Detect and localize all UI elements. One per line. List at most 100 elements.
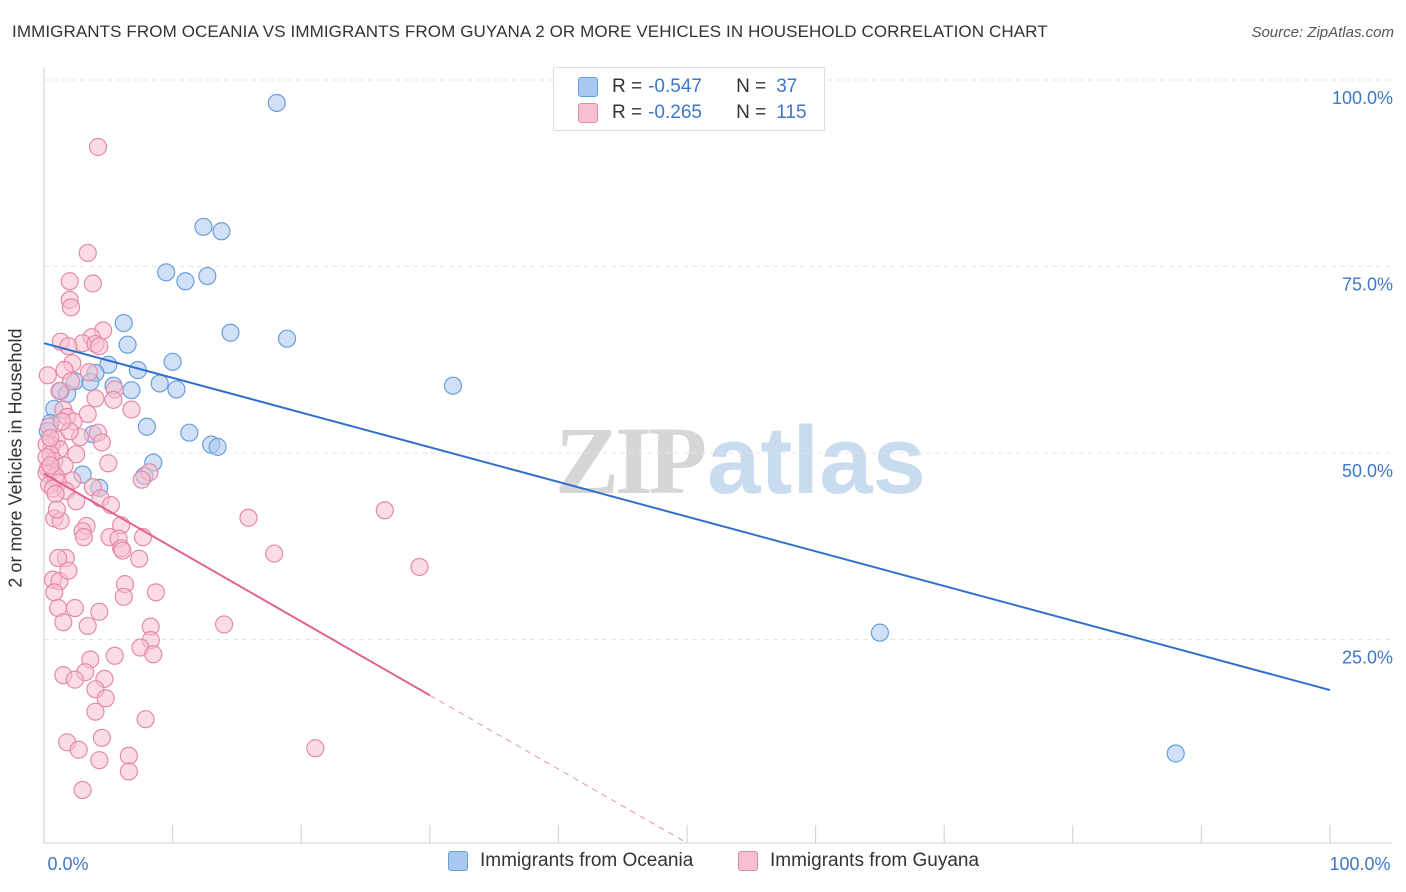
point-oceania bbox=[208, 437, 227, 456]
stats-r-label: R = bbox=[612, 76, 643, 97]
stats-r-label: R = bbox=[612, 102, 643, 123]
point-guyana bbox=[88, 137, 108, 157]
point-oceania bbox=[267, 93, 286, 113]
trendline-guyana-extension bbox=[429, 694, 688, 844]
y-tick-label: 100.0% bbox=[1332, 88, 1393, 108]
point-guyana bbox=[61, 372, 81, 391]
point-guyana bbox=[92, 433, 111, 452]
point-oceania bbox=[118, 335, 137, 354]
stats-n-label: N = bbox=[736, 76, 767, 97]
stats-n-label: N = bbox=[736, 102, 767, 123]
point-guyana bbox=[105, 646, 124, 665]
point-guyana bbox=[375, 501, 394, 520]
source-credit: Source: ZipAtlas.com bbox=[1251, 24, 1394, 41]
stats-swatch-oceania bbox=[578, 77, 598, 97]
point-guyana bbox=[113, 541, 132, 560]
legend-label-oceania: Immigrants from Oceania bbox=[480, 850, 694, 871]
point-guyana bbox=[47, 500, 66, 519]
point-oceania bbox=[212, 222, 231, 241]
point-guyana bbox=[306, 739, 325, 758]
point-guyana bbox=[214, 615, 234, 634]
point-guyana bbox=[65, 598, 84, 618]
point-oceania bbox=[137, 417, 156, 436]
y-tick-label: 25.0% bbox=[1342, 648, 1393, 668]
trendline-oceania bbox=[43, 342, 1331, 692]
point-guyana bbox=[78, 404, 97, 424]
legend-swatch-oceania bbox=[448, 851, 468, 871]
point-guyana bbox=[265, 544, 284, 563]
chart-title: IMMIGRANTS FROM OCEANIA VS IMMIGRANTS FR… bbox=[12, 22, 1048, 41]
y-axis-label: 2 or more Vehicles in Household bbox=[5, 328, 26, 588]
point-guyana bbox=[144, 645, 163, 664]
point-guyana bbox=[146, 583, 165, 602]
point-oceania bbox=[870, 623, 890, 642]
point-guyana bbox=[136, 710, 155, 729]
stats-swatch-guyana bbox=[578, 103, 598, 123]
point-guyana bbox=[90, 337, 109, 356]
stats-legend: R = -0.547 N = 37 R = -0.265 N = 115 bbox=[553, 67, 825, 131]
point-guyana bbox=[119, 762, 138, 781]
legend-label-guyana: Immigrants from Guyana bbox=[770, 850, 980, 871]
point-guyana bbox=[86, 702, 105, 721]
y-tick-label: 50.0% bbox=[1342, 461, 1393, 481]
stats-n-value: 37 bbox=[776, 76, 798, 97]
point-guyana bbox=[130, 549, 149, 568]
point-oceania bbox=[443, 376, 463, 395]
point-guyana bbox=[86, 389, 105, 408]
point-oceania bbox=[150, 374, 169, 393]
x-tick-label: 0.0% bbox=[47, 854, 88, 874]
point-oceania bbox=[176, 272, 195, 291]
point-guyana bbox=[90, 602, 109, 621]
point-guyana bbox=[73, 780, 92, 800]
point-guyana bbox=[114, 587, 133, 606]
point-oceania bbox=[163, 352, 182, 371]
point-guyana bbox=[83, 274, 102, 293]
legend-swatch-guyana bbox=[738, 851, 758, 871]
point-guyana bbox=[65, 670, 84, 689]
legend-item-oceania[interactable]: Immigrants from Oceania bbox=[448, 850, 693, 872]
point-guyana bbox=[79, 363, 99, 382]
point-guyana bbox=[239, 508, 258, 527]
point-oceania bbox=[167, 380, 186, 399]
point-oceania bbox=[157, 263, 176, 282]
legend-item-guyana[interactable]: Immigrants from Guyana bbox=[738, 850, 979, 872]
point-oceania bbox=[194, 217, 213, 236]
point-guyana bbox=[60, 272, 79, 291]
point-guyana bbox=[78, 616, 97, 636]
stats-row-oceania: R = -0.547 N = 37 bbox=[578, 76, 797, 98]
point-oceania bbox=[180, 423, 199, 442]
point-guyana bbox=[132, 470, 151, 489]
point-guyana bbox=[74, 528, 93, 547]
bottom-legend: Immigrants from Oceania Immigrants from … bbox=[0, 850, 1406, 880]
point-guyana bbox=[92, 728, 111, 747]
point-guyana bbox=[46, 484, 65, 503]
point-oceania bbox=[1166, 744, 1185, 763]
point-guyana bbox=[90, 751, 109, 770]
stats-row-guyana: R = -0.265 N = 115 bbox=[578, 102, 807, 124]
point-guyana bbox=[61, 298, 81, 317]
point-oceania bbox=[114, 313, 133, 333]
trendline-guyana bbox=[43, 472, 431, 697]
point-guyana bbox=[41, 428, 60, 448]
stats-r-value: -0.547 bbox=[648, 76, 702, 97]
point-oceania bbox=[221, 323, 240, 342]
y-tick-label: 75.0% bbox=[1342, 275, 1393, 295]
point-guyana bbox=[119, 746, 138, 765]
point-guyana bbox=[52, 412, 72, 431]
point-guyana bbox=[54, 613, 73, 632]
stats-n-value: 115 bbox=[776, 102, 807, 123]
point-oceania bbox=[198, 266, 217, 286]
point-guyana bbox=[59, 561, 78, 580]
point-guyana bbox=[50, 381, 69, 401]
x-tick-label: 100.0% bbox=[1329, 854, 1390, 874]
point-guyana bbox=[122, 400, 141, 419]
point-guyana bbox=[96, 689, 115, 708]
point-guyana bbox=[104, 390, 123, 409]
point-oceania bbox=[122, 381, 141, 400]
point-guyana bbox=[38, 366, 57, 385]
stats-r-value: -0.265 bbox=[648, 102, 702, 123]
point-guyana bbox=[45, 583, 64, 602]
point-guyana bbox=[78, 243, 97, 263]
point-guyana bbox=[410, 557, 429, 577]
point-oceania bbox=[99, 355, 118, 374]
